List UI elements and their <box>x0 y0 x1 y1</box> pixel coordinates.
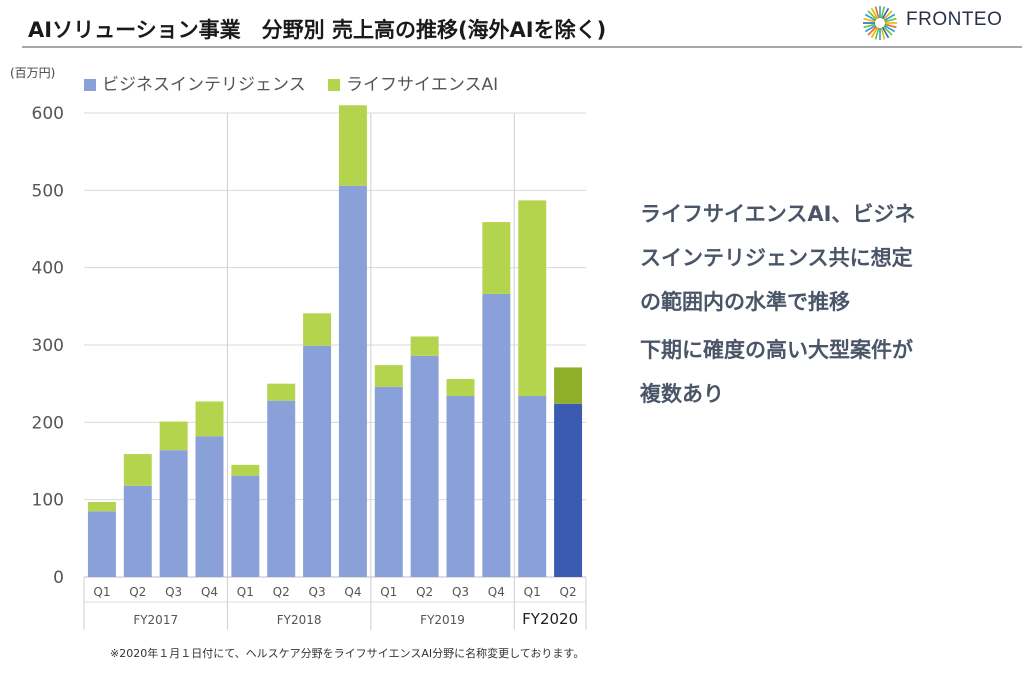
x-tick-label: Q2 <box>416 585 433 599</box>
bar-segment <box>410 336 439 356</box>
bar-segment <box>518 200 547 397</box>
fronteo-logo-icon <box>863 6 897 40</box>
bar-segment <box>374 365 403 387</box>
y-tick-label: 100 <box>32 491 64 511</box>
bar-segment <box>123 454 152 486</box>
legend-swatch <box>328 79 340 91</box>
logo-text: FRONTEO <box>906 9 1003 30</box>
group-label: FY2020 <box>522 610 578 628</box>
logo-ray <box>867 10 878 21</box>
x-tick-label: Q1 <box>380 585 397 599</box>
logo-ray <box>884 17 897 23</box>
x-tick-label: Q3 <box>165 585 182 599</box>
logo-ray <box>880 27 886 40</box>
x-tick-label: Q2 <box>560 585 577 599</box>
bar-segment <box>195 436 224 577</box>
bar-segment <box>303 313 332 346</box>
bar-segment <box>159 450 188 577</box>
bar-segment <box>338 185 367 577</box>
bar-segment <box>231 475 260 577</box>
bar-segment <box>231 464 260 476</box>
bar-segment <box>195 401 224 437</box>
logo-ray <box>880 6 886 19</box>
bar-segment <box>159 421 188 451</box>
y-tick-label: 300 <box>32 336 64 356</box>
logo-ray <box>864 24 877 33</box>
logo-ray <box>874 27 880 40</box>
x-tick-label: Q3 <box>452 585 469 599</box>
group-label: FY2017 <box>133 613 178 627</box>
y-tick-label: 600 <box>32 104 64 124</box>
y-tick-label: 400 <box>32 259 64 279</box>
logo-ray <box>882 25 893 36</box>
y-tick-label: 200 <box>32 413 64 433</box>
logo-ray <box>874 6 880 19</box>
bar-segment <box>446 379 475 397</box>
title-divider <box>22 46 1022 48</box>
x-tick-label: Q4 <box>201 585 218 599</box>
logo-ray <box>864 13 877 22</box>
x-tick-label: Q4 <box>344 585 361 599</box>
y-tick-label: 500 <box>32 181 64 201</box>
logo-ray <box>884 23 897 29</box>
x-tick-label: Q1 <box>93 585 110 599</box>
summary-text: ライフサイエンスAI、ビジネ スインテリジェンス共に想定 の範囲内の水準で推移 … <box>640 192 1000 416</box>
legend-swatch <box>84 79 96 91</box>
legend-label: ビジネスインテリジェンス <box>102 75 306 95</box>
bar-segment <box>87 511 116 577</box>
bar-segment <box>267 383 296 401</box>
bar-segment <box>267 400 296 577</box>
bar-segment <box>303 345 332 577</box>
x-tick-label: Q1 <box>524 585 541 599</box>
bar-segment <box>410 355 439 577</box>
bar-segment <box>446 396 475 577</box>
group-label: FY2019 <box>420 613 465 627</box>
summary-line: の範囲内の水準で推移 <box>640 290 850 314</box>
x-tick-label: Q2 <box>129 585 146 599</box>
logo-ray <box>881 7 890 20</box>
bar-segment <box>338 105 367 186</box>
logo-ray <box>870 26 879 39</box>
summary-line: ライフサイエンスAI、ビジネ <box>640 202 916 226</box>
logo-ray <box>863 23 876 29</box>
y-tick-label: 0 <box>53 568 64 588</box>
group-label: FY2018 <box>277 613 322 627</box>
x-tick-label: Q2 <box>273 585 290 599</box>
y-unit-label: (百万円) <box>10 66 55 80</box>
page-title: AIソリューション事業 分野別 売上高の推移(海外AIを除く) <box>28 18 607 42</box>
logo-ray <box>881 26 890 39</box>
summary-line: 複数あり <box>640 382 724 406</box>
stacked-bar-chart: (百万円) ビジネスインテリジェンス ライフサイエンスAI 0 100 200 300 400… <box>10 66 587 630</box>
bar-segment <box>482 222 511 294</box>
bar-segment <box>554 403 583 577</box>
legend-label: ライフサイエンスAI <box>346 75 498 95</box>
bar-segment <box>123 485 152 577</box>
logo-ray <box>882 10 893 21</box>
bar-segment <box>482 293 511 577</box>
x-tick-label: Q4 <box>488 585 505 599</box>
logo-ray <box>867 25 878 36</box>
bar-segment <box>374 386 403 577</box>
bar-segment <box>518 396 547 577</box>
bar-segment <box>87 501 116 512</box>
logo-ray <box>883 13 896 22</box>
x-tick-label: Q3 <box>309 585 326 599</box>
bar-segment <box>554 367 583 404</box>
logo-ray <box>870 7 879 20</box>
logo-ray <box>863 17 876 23</box>
logo-ray <box>883 24 896 33</box>
x-tick-label: Q1 <box>237 585 254 599</box>
summary-line: 下期に確度の高い大型案件が <box>640 338 913 362</box>
footnote: ※2020年１月１日付にて、ヘルスケア分野をライフサイエンスAI分野に名称変更し… <box>110 647 585 660</box>
summary-line: スインテリジェンス共に想定 <box>640 246 913 270</box>
